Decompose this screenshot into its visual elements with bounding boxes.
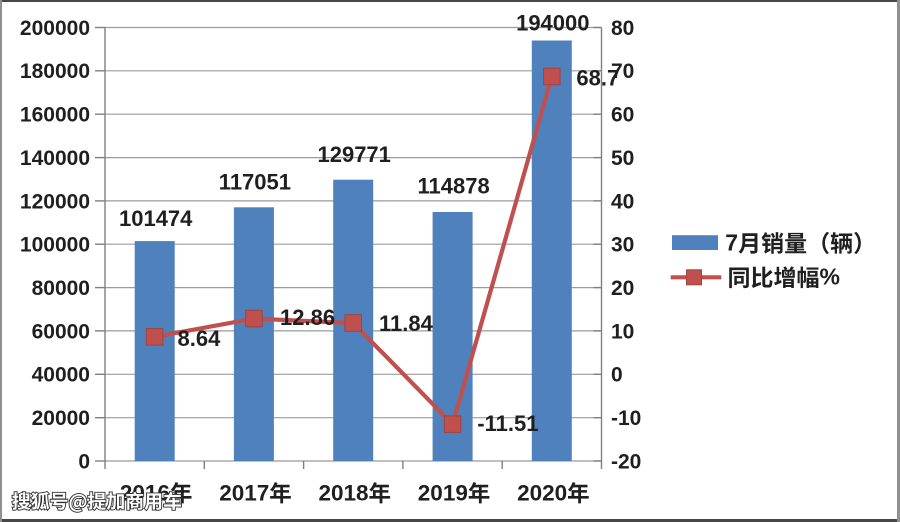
svg-text:11.84: 11.84 xyxy=(379,311,434,336)
svg-text:40000: 40000 xyxy=(32,364,90,387)
svg-text:20000: 20000 xyxy=(32,407,90,430)
svg-text:100000: 100000 xyxy=(20,234,90,257)
svg-text:180000: 180000 xyxy=(20,60,90,83)
svg-text:7: 7 xyxy=(725,229,738,255)
svg-text:2020: 2020 xyxy=(517,481,567,506)
svg-text:2018: 2018 xyxy=(319,481,369,506)
svg-text:80: 80 xyxy=(611,17,634,40)
svg-text:%: % xyxy=(820,264,840,290)
svg-text:0: 0 xyxy=(78,450,90,473)
svg-text:194000: 194000 xyxy=(516,11,589,36)
svg-text:-10: -10 xyxy=(611,407,641,430)
svg-text:60: 60 xyxy=(611,104,634,127)
svg-text:60000: 60000 xyxy=(32,320,90,343)
svg-text:10: 10 xyxy=(611,320,634,343)
svg-text:129771: 129771 xyxy=(317,142,390,167)
svg-text:140000: 140000 xyxy=(20,147,90,170)
svg-text:200000: 200000 xyxy=(20,17,90,40)
svg-text:2017: 2017 xyxy=(219,481,269,506)
svg-text:50: 50 xyxy=(611,147,634,170)
svg-text:120000: 120000 xyxy=(20,190,90,213)
svg-text:0: 0 xyxy=(611,364,623,387)
svg-text:8.64: 8.64 xyxy=(178,326,222,351)
svg-text:114878: 114878 xyxy=(417,174,489,199)
svg-text:68.7: 68.7 xyxy=(576,66,619,91)
svg-text:80000: 80000 xyxy=(32,277,90,300)
svg-text:-20: -20 xyxy=(611,450,641,473)
svg-text:160000: 160000 xyxy=(20,104,90,127)
svg-text:70: 70 xyxy=(611,60,634,83)
svg-text:-11.51: -11.51 xyxy=(477,411,538,436)
svg-text:12.86: 12.86 xyxy=(280,305,335,330)
svg-text:40: 40 xyxy=(611,190,634,213)
svg-text:117051: 117051 xyxy=(219,170,291,195)
svg-text:20: 20 xyxy=(611,277,634,300)
svg-text:101474: 101474 xyxy=(119,206,193,231)
svg-text:2019: 2019 xyxy=(418,481,468,506)
svg-text:30: 30 xyxy=(611,234,634,257)
